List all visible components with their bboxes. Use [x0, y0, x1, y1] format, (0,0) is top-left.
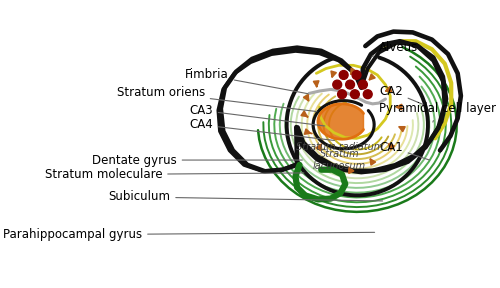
Text: CA3: CA3 [189, 104, 325, 126]
Text: Stratum moleculare: Stratum moleculare [44, 168, 304, 181]
Text: Fimbria: Fimbria [185, 69, 308, 94]
Text: CA2: CA2 [379, 84, 423, 104]
Polygon shape [318, 104, 364, 139]
Circle shape [352, 71, 361, 79]
Circle shape [333, 80, 342, 89]
Circle shape [364, 90, 372, 98]
Circle shape [358, 80, 368, 89]
Text: Subiculum: Subiculum [108, 190, 382, 204]
Text: CA4: CA4 [189, 118, 334, 141]
Text: CA1: CA1 [379, 141, 430, 160]
Text: Stratum oriens: Stratum oriens [116, 86, 317, 111]
Circle shape [339, 71, 348, 79]
Circle shape [350, 90, 360, 98]
Text: Dentate gyrus: Dentate gyrus [92, 154, 302, 166]
Text: Stratum
lacunosum: Stratum lacunosum [313, 149, 366, 171]
Text: Stratum radiatum: Stratum radiatum [296, 142, 384, 152]
Circle shape [346, 80, 354, 89]
Text: Alveus: Alveus [372, 41, 418, 56]
Circle shape [338, 90, 346, 98]
Text: Pyramidal cell layer: Pyramidal cell layer [379, 102, 496, 122]
Text: Parahippocampal gyrus: Parahippocampal gyrus [3, 228, 374, 241]
